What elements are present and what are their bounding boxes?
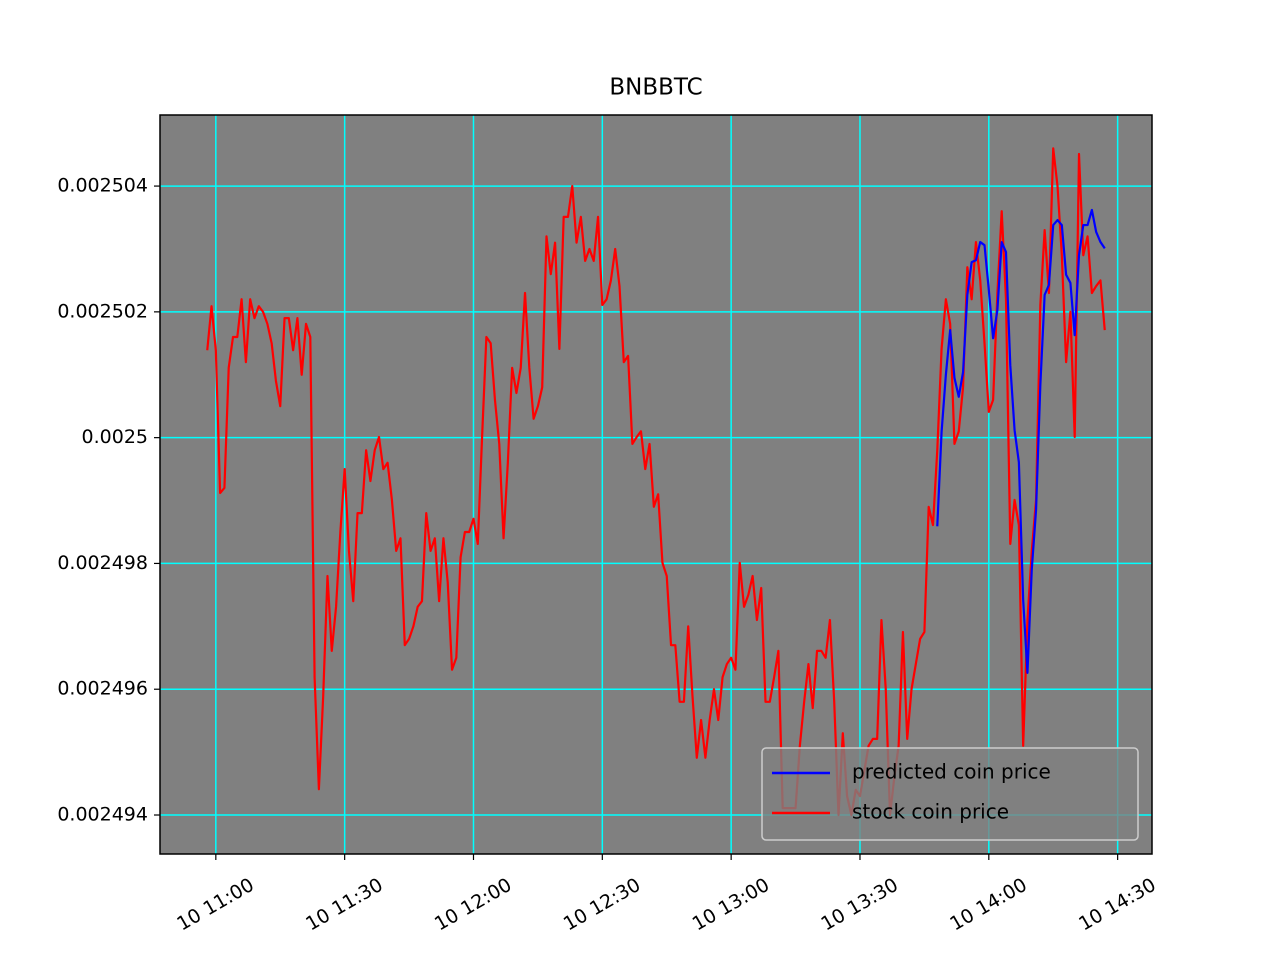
- data-line: [936, 208, 1106, 674]
- plot-area: [160, 115, 1152, 854]
- y-tick-label: 0.002496: [57, 678, 148, 700]
- y-tick-label: 0.0025: [82, 426, 148, 448]
- x-tick-label: 10 11:30: [302, 874, 387, 936]
- legend-label: stock coin price: [852, 800, 1009, 824]
- x-tick-label: 10 11:00: [173, 874, 258, 936]
- x-tick-label: 10 14:30: [1075, 874, 1160, 936]
- y-tick-label: 0.002504: [57, 175, 148, 197]
- x-tick-label: 10 12:30: [560, 874, 645, 936]
- plot-frame: [159, 114, 1153, 855]
- y-tick-label: 0.002498: [57, 552, 148, 574]
- legend-box: [761, 747, 1139, 841]
- x-tick-label: 10 13:00: [689, 874, 774, 936]
- chart-title: BNBBTC: [609, 75, 702, 101]
- y-tick-label: 0.002494: [57, 804, 148, 826]
- x-tick-label: 10 13:30: [817, 874, 902, 936]
- x-tick-label: 10 12:00: [431, 874, 516, 936]
- x-tick-label: 10 14:00: [946, 874, 1031, 936]
- data-line: [206, 147, 1106, 817]
- y-tick-label: 0.002502: [57, 300, 148, 322]
- legend-label: predicted coin price: [852, 760, 1051, 784]
